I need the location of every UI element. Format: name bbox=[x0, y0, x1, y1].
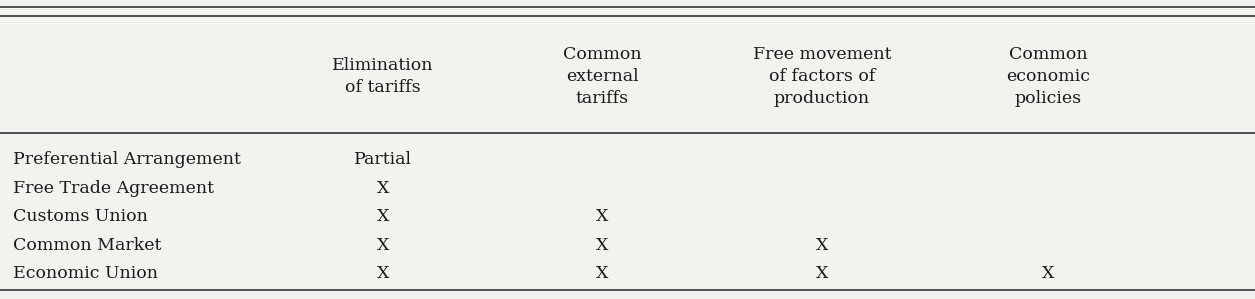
Text: X: X bbox=[816, 237, 828, 254]
Text: Elimination
of tariffs: Elimination of tariffs bbox=[333, 57, 433, 96]
Text: Free movement
of factors of
production: Free movement of factors of production bbox=[753, 45, 891, 107]
Text: X: X bbox=[1042, 265, 1054, 282]
Text: Preferential Arrangement: Preferential Arrangement bbox=[13, 152, 241, 168]
Text: X: X bbox=[816, 265, 828, 282]
Text: X: X bbox=[376, 180, 389, 197]
Text: Customs Union: Customs Union bbox=[13, 208, 147, 225]
Text: Common
economic
policies: Common economic policies bbox=[1007, 45, 1089, 107]
Text: X: X bbox=[596, 237, 609, 254]
Text: X: X bbox=[596, 265, 609, 282]
Text: X: X bbox=[596, 208, 609, 225]
Text: Economic Union: Economic Union bbox=[13, 265, 158, 282]
Text: Common
external
tariffs: Common external tariffs bbox=[563, 45, 641, 107]
Text: X: X bbox=[376, 265, 389, 282]
Text: Free Trade Agreement: Free Trade Agreement bbox=[13, 180, 213, 197]
Text: Common Market: Common Market bbox=[13, 237, 161, 254]
Text: X: X bbox=[376, 237, 389, 254]
Text: X: X bbox=[376, 208, 389, 225]
Text: Partial: Partial bbox=[354, 152, 412, 168]
